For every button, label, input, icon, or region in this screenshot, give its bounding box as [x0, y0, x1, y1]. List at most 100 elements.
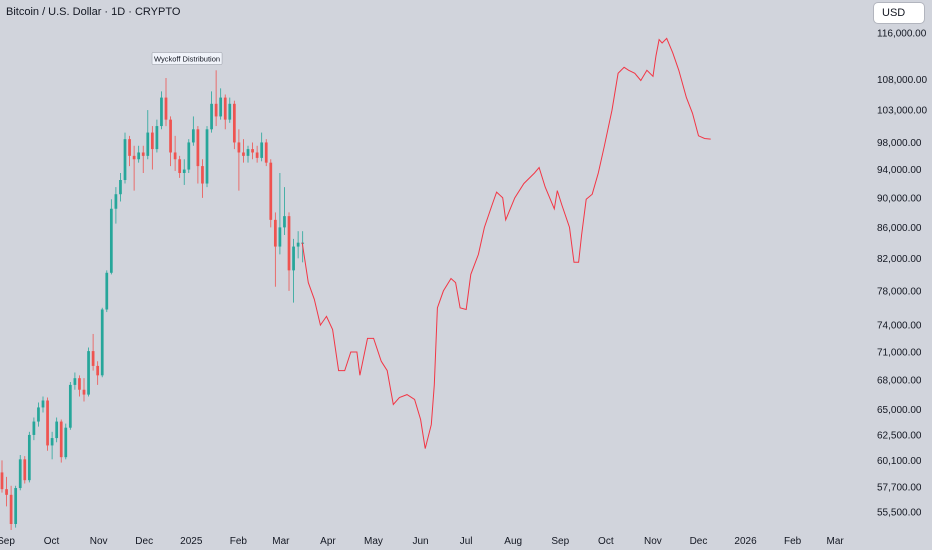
candle-body: [109, 208, 113, 273]
candle-body: [242, 152, 245, 156]
time-tick-label: Sep: [551, 536, 569, 547]
projection-line: [301, 37, 711, 449]
candle-body: [164, 97, 168, 120]
candle-body: [0, 472, 4, 490]
candle-body: [123, 139, 127, 181]
time-tick-label: Sep: [0, 536, 15, 547]
time-tick-label: Mar: [272, 536, 290, 547]
candle-body: [41, 400, 45, 408]
price-tick-label: 103,000.00: [877, 106, 927, 117]
price-tick-label: 116,000.00: [877, 28, 927, 39]
candle-body: [251, 149, 254, 153]
candle-body: [73, 378, 77, 385]
candle-body: [96, 365, 100, 376]
candlestick-series: [0, 70, 305, 530]
candle-body: [27, 434, 31, 481]
time-tick-label: Feb: [784, 536, 802, 547]
time-tick-label: May: [364, 536, 383, 547]
time-tick-label: Dec: [135, 536, 153, 547]
candle-body: [100, 309, 104, 376]
candle-body: [87, 351, 90, 395]
price-tick-label: 71,000.00: [877, 348, 922, 359]
candle-body: [9, 494, 13, 525]
chart-title: Bitcoin / U.S. Dollar · 1D · CRYPTO: [6, 6, 181, 18]
time-tick-label: 2026: [734, 536, 757, 547]
candle-body: [14, 488, 18, 525]
candle-body: [255, 152, 259, 158]
price-axis[interactable]: 116,000.00 108,000.00 103,000.00 98,000.00 9…: [877, 28, 927, 518]
candle-body: [196, 129, 200, 167]
price-tick-label: 98,000.00: [877, 138, 922, 149]
candle-body: [264, 142, 268, 163]
candle-body: [68, 384, 72, 428]
candle-body: [23, 459, 27, 481]
wyckoff-annotation: Wyckoff Distribution: [151, 52, 223, 65]
candle-body: [64, 427, 68, 458]
candle-body: [191, 129, 195, 143]
time-tick-label: Apr: [320, 536, 336, 547]
annotation-label: Wyckoff Distribution: [154, 55, 220, 64]
candle-body: [287, 216, 291, 271]
candle-body: [155, 126, 159, 150]
candle-body: [232, 103, 236, 143]
candle-body: [296, 242, 300, 247]
time-tick-label: Nov: [90, 536, 108, 547]
candle-body: [219, 97, 223, 117]
time-tick-label: Jul: [460, 536, 473, 547]
time-tick-label: Mar: [827, 536, 845, 547]
candle-body: [55, 421, 59, 439]
time-axis[interactable]: Sep Oct Nov Dec 2025 Feb Mar Apr May Jun Jul Aug Sep…: [0, 536, 844, 547]
candle-body: [119, 180, 122, 195]
time-tick-label: Feb: [230, 536, 248, 547]
candle-body: [269, 162, 273, 220]
candle-body: [187, 142, 191, 170]
candle-body: [37, 407, 40, 422]
time-tick-label: Aug: [504, 536, 522, 547]
candle-body: [210, 103, 213, 130]
candle-body: [137, 152, 141, 160]
price-tick-label: 90,000.00: [877, 193, 922, 204]
candle-body: [59, 421, 63, 458]
candle-body: [214, 103, 218, 117]
candle-body: [278, 227, 282, 247]
candle-body: [146, 132, 150, 156]
candle-body: [260, 142, 264, 158]
candle-body: [50, 438, 54, 446]
price-tick-label: 108,000.00: [877, 75, 927, 86]
candle-body: [32, 421, 36, 435]
time-tick-label: Nov: [644, 536, 662, 547]
candle-body: [82, 389, 86, 395]
price-tick-label: 60,100.00: [877, 456, 922, 467]
annotation-box: [151, 52, 223, 65]
candle-body: [292, 246, 295, 271]
price-tick-label: 57,700.00: [877, 482, 922, 493]
candle-body: [169, 119, 172, 153]
candle-body: [78, 378, 81, 390]
candle-body: [18, 459, 22, 489]
candle-body: [205, 129, 209, 184]
candle-body: [237, 142, 241, 153]
candle-body: [201, 166, 204, 184]
candle-body: [132, 155, 136, 160]
candle-body: [5, 489, 8, 495]
time-tick-label: Dec: [690, 536, 708, 547]
candle-body: [182, 169, 186, 174]
candle-body: [150, 132, 154, 150]
candle-body: [246, 149, 250, 156]
candle-body: [91, 351, 95, 366]
candle-body: [223, 97, 227, 120]
time-tick-label: Oct: [44, 536, 60, 547]
currency-button[interactable]: USD: [874, 3, 924, 23]
price-tick-label: 94,000.00: [877, 165, 922, 176]
candle-body: [141, 152, 145, 156]
price-tick-label: 68,000.00: [877, 376, 922, 387]
candle-body: [160, 97, 163, 127]
price-tick-label: 78,000.00: [877, 286, 922, 297]
candle-body: [273, 219, 277, 247]
price-tick-label: 55,500.00: [877, 508, 922, 519]
candle-body: [228, 103, 232, 120]
price-tick-label: 82,000.00: [877, 254, 922, 265]
time-tick-label: 2025: [180, 536, 203, 547]
